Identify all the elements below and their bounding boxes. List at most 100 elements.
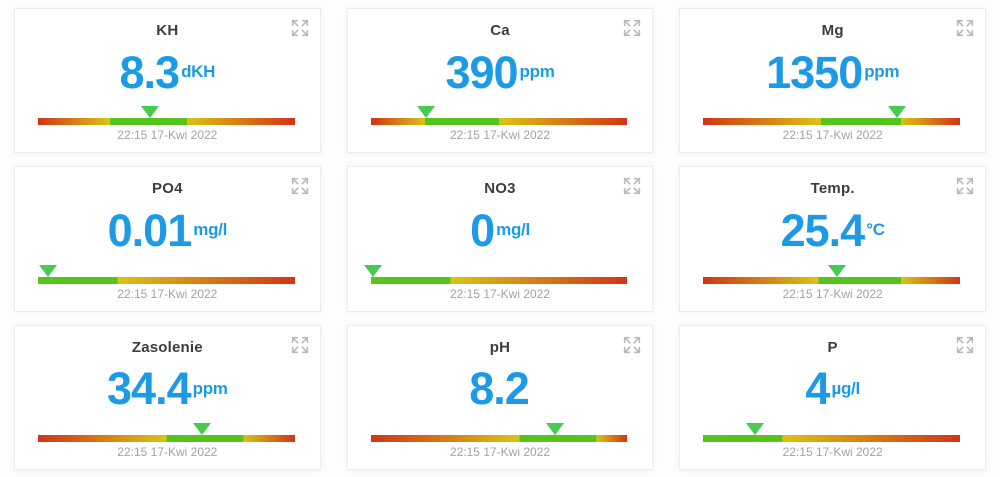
range-slider (703, 422, 960, 442)
value-marker-icon (745, 422, 764, 435)
param-unit: dKH (181, 62, 216, 82)
param-value: 390 (445, 46, 518, 98)
expand-button[interactable] (621, 16, 645, 40)
range-slider (370, 422, 628, 442)
param-value-group: 0.01 mg/l (15, 199, 320, 263)
expand-arrows-icon (289, 334, 313, 356)
measurement-timestamp: 22:15 17-Kwi 2022 (782, 444, 883, 459)
expand-button[interactable] (621, 174, 645, 198)
range-gradient-bar (370, 276, 628, 284)
card-header: KH (15, 9, 320, 41)
range-slider (370, 105, 628, 126)
param-value: 34.4 (107, 363, 192, 415)
param-value-group: 8.3 dKH (15, 41, 320, 105)
param-value-group: 390 ppm (348, 41, 653, 105)
param-value-group: 1350 ppm (680, 41, 985, 105)
param-title: KH (156, 22, 179, 39)
param-card-ca: Ca 390 ppm 22:15 17-Kwi 2022 (346, 8, 654, 154)
expand-arrows-icon (954, 17, 978, 39)
expand-arrows-icon (289, 175, 313, 197)
expand-arrows-icon (289, 17, 313, 39)
param-card-no3: NO3 0 mg/l 22:15 17-Kwi 2022 (346, 166, 654, 312)
range-gradient-bar (703, 118, 960, 126)
range-gradient-bar (370, 118, 628, 126)
range-slider (703, 105, 960, 126)
range-slider (38, 422, 295, 442)
range-slider (38, 105, 295, 126)
expand-button[interactable] (954, 174, 978, 198)
param-card-po4: PO4 0.01 mg/l 22:15 17-Kwi 2022 (14, 166, 321, 312)
card-header: Temp. (680, 167, 985, 199)
expand-button[interactable] (289, 174, 313, 198)
expand-arrows-icon (621, 175, 645, 197)
param-title: Ca (490, 22, 510, 39)
expand-arrows-icon (954, 175, 978, 197)
param-title: Mg (821, 22, 844, 39)
param-value-group: 34.4 ppm (15, 358, 320, 422)
measurement-timestamp: 22:15 17-Kwi 2022 (449, 128, 551, 143)
param-unit: ppm (519, 62, 555, 82)
param-card-temp: Temp. 25.4 °C 22:15 17-Kwi 2022 (679, 166, 986, 312)
param-value: 0 (470, 204, 495, 256)
range-gradient-bar (370, 434, 628, 442)
measurement-timestamp: 22:15 17-Kwi 2022 (782, 128, 883, 143)
param-value-group: 25.4 °C (680, 199, 985, 263)
card-header: NO3 (348, 167, 653, 199)
param-value-group: 8.2 (348, 358, 653, 422)
param-title: Zasolenie (131, 338, 203, 356)
param-unit: µg/l (831, 378, 860, 398)
measurement-timestamp: 22:15 17-Kwi 2022 (449, 286, 551, 301)
card-header: pH (348, 326, 653, 358)
param-value-group: 0 mg/l (348, 199, 653, 263)
measurement-timestamp: 22:15 17-Kwi 2022 (782, 286, 883, 301)
param-title: PO4 (152, 180, 183, 198)
value-marker-icon (364, 264, 383, 277)
param-title: pH (489, 338, 511, 356)
expand-arrows-icon (621, 334, 645, 356)
expand-button[interactable] (289, 333, 313, 357)
param-card-mg: Mg 1350 ppm 22:15 17-Kwi 2022 (679, 8, 986, 154)
param-title: Temp. (810, 180, 855, 198)
param-card-ph: pH 8.2 22:15 17-Kwi 2022 (346, 324, 654, 470)
param-value: 0.01 (107, 204, 193, 256)
value-marker-icon (39, 264, 58, 277)
value-marker-icon (193, 422, 212, 435)
measurement-timestamp: 22:15 17-Kwi 2022 (449, 444, 551, 459)
param-title: P (827, 338, 838, 356)
param-value: 8.3 (119, 46, 181, 98)
measurement-timestamp: 22:15 17-Kwi 2022 (117, 128, 218, 143)
measurement-timestamp: 22:15 17-Kwi 2022 (117, 286, 218, 301)
range-gradient-bar (38, 276, 295, 284)
card-header: PO4 (15, 167, 320, 199)
param-title: NO3 (484, 180, 516, 198)
value-marker-icon (416, 106, 435, 119)
range-gradient-bar (38, 434, 295, 442)
param-unit: mg/l (496, 220, 530, 240)
card-header: Ca (348, 9, 653, 41)
measurement-timestamp: 22:15 17-Kwi 2022 (117, 444, 218, 459)
range-gradient-bar (703, 276, 960, 284)
param-card-kh: KH 8.3 dKH 22:15 17-Kwi 2022 (14, 8, 321, 154)
card-header: P (680, 326, 985, 358)
param-value: 4 (805, 363, 830, 415)
expand-button[interactable] (954, 333, 978, 357)
expand-button[interactable] (289, 16, 313, 40)
expand-arrows-icon (621, 17, 645, 39)
range-slider (38, 264, 295, 284)
param-card-p: P 4 µg/l 22:15 17-Kwi 2022 (679, 324, 986, 470)
expand-arrows-icon (954, 334, 978, 356)
param-value: 8.2 (469, 363, 530, 415)
value-marker-icon (888, 106, 907, 119)
param-card-zasolenie: Zasolenie 34.4 ppm 22:15 17-Kwi 2022 (14, 324, 321, 470)
param-unit: °C (866, 220, 885, 240)
param-value: 1350 (766, 46, 863, 98)
range-slider (364, 264, 628, 284)
range-slider (703, 264, 960, 284)
value-marker-icon (546, 422, 565, 435)
expand-button[interactable] (954, 16, 978, 40)
range-gradient-bar (703, 434, 960, 442)
expand-button[interactable] (621, 333, 645, 357)
card-header: Mg (680, 9, 985, 41)
card-header: Zasolenie (15, 326, 320, 358)
